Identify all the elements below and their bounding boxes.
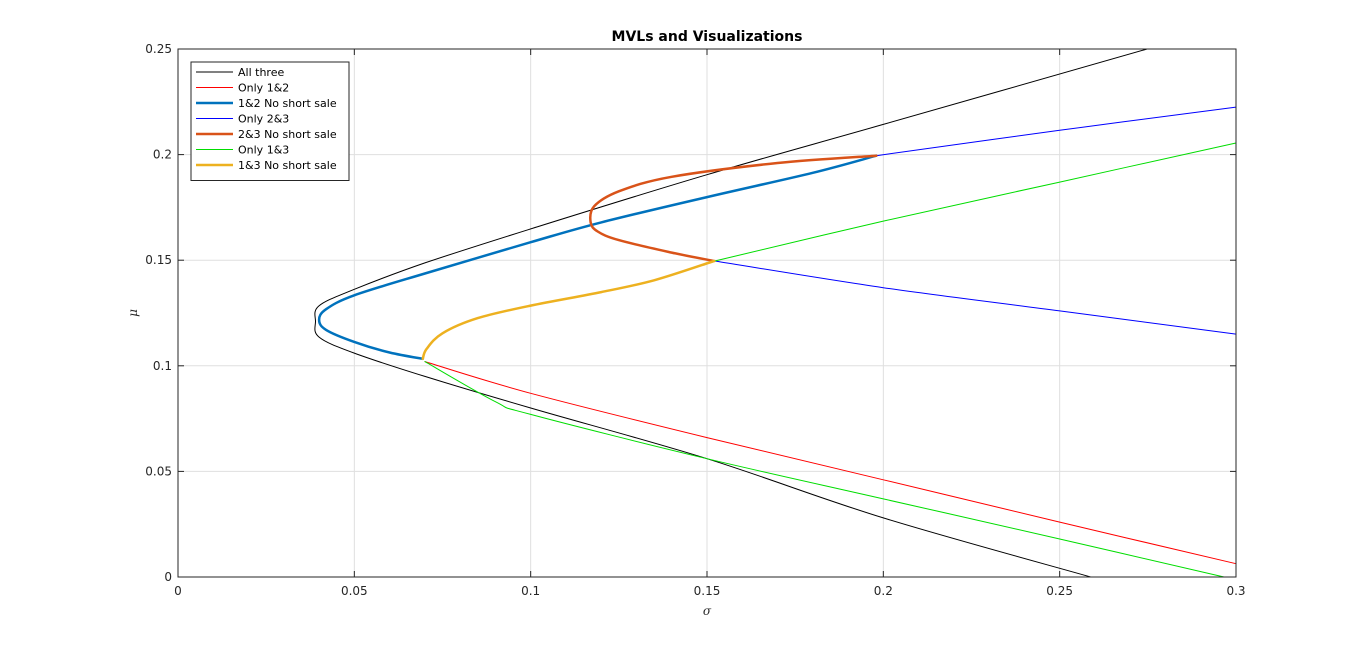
legend-box <box>190 61 350 181</box>
legend-entry-label: Only 1&3 <box>238 144 289 157</box>
legend-entry-label: Only 2&3 <box>238 113 289 126</box>
series-line-1 <box>424 361 1237 565</box>
y-tick-label: 0 <box>164 570 172 584</box>
x-tick-label: 0.1 <box>521 584 540 598</box>
series-line-3 <box>875 106 1237 157</box>
legend-entry-label: 1&3 No short sale <box>238 159 337 172</box>
y-tick-label: 0.05 <box>145 464 172 478</box>
legend-entry-label: All three <box>238 66 284 79</box>
series-line-5 <box>714 142 1237 262</box>
legend-entry-label: 2&3 No short sale <box>238 128 337 141</box>
legend-entry-label: 1&2 No short sale <box>238 97 337 110</box>
series-line-4 <box>588 154 878 263</box>
series-lines <box>314 48 1237 578</box>
legend-entry-label: Only 1&2 <box>238 82 289 95</box>
chart-title: MVLs and Visualizations <box>612 29 803 45</box>
x-axis-label: σ <box>703 604 712 618</box>
y-tick-label: 0.2 <box>153 148 172 162</box>
y-axis-label: μ <box>126 309 140 317</box>
x-tick-label: 0.25 <box>1046 584 1073 598</box>
legend: All three Only 1&2 1&2 No short sale Only 2… <box>190 61 350 181</box>
series-line-6 <box>421 259 716 361</box>
y-tick-label: 0.1 <box>153 359 172 373</box>
series-line-5 <box>424 361 1225 578</box>
y-tick-label: 0.25 <box>145 42 172 56</box>
x-tick-label: 0.15 <box>694 584 721 598</box>
series-line-0 <box>314 48 1148 578</box>
x-tick-label: 0 <box>174 584 182 598</box>
x-tick-label: 0.2 <box>874 584 893 598</box>
series-line-3 <box>714 260 1237 335</box>
ticks: 0 0.05 0.1 0.15 0.2 0.25 0.3 0 0.05 0.1 0.15 0.2 0.2… <box>145 42 1245 598</box>
x-tick-label: 0.3 <box>1226 584 1245 598</box>
series-line-2 <box>317 154 878 361</box>
y-tick-label: 0.15 <box>145 253 172 267</box>
x-tick-label: 0.05 <box>341 584 368 598</box>
